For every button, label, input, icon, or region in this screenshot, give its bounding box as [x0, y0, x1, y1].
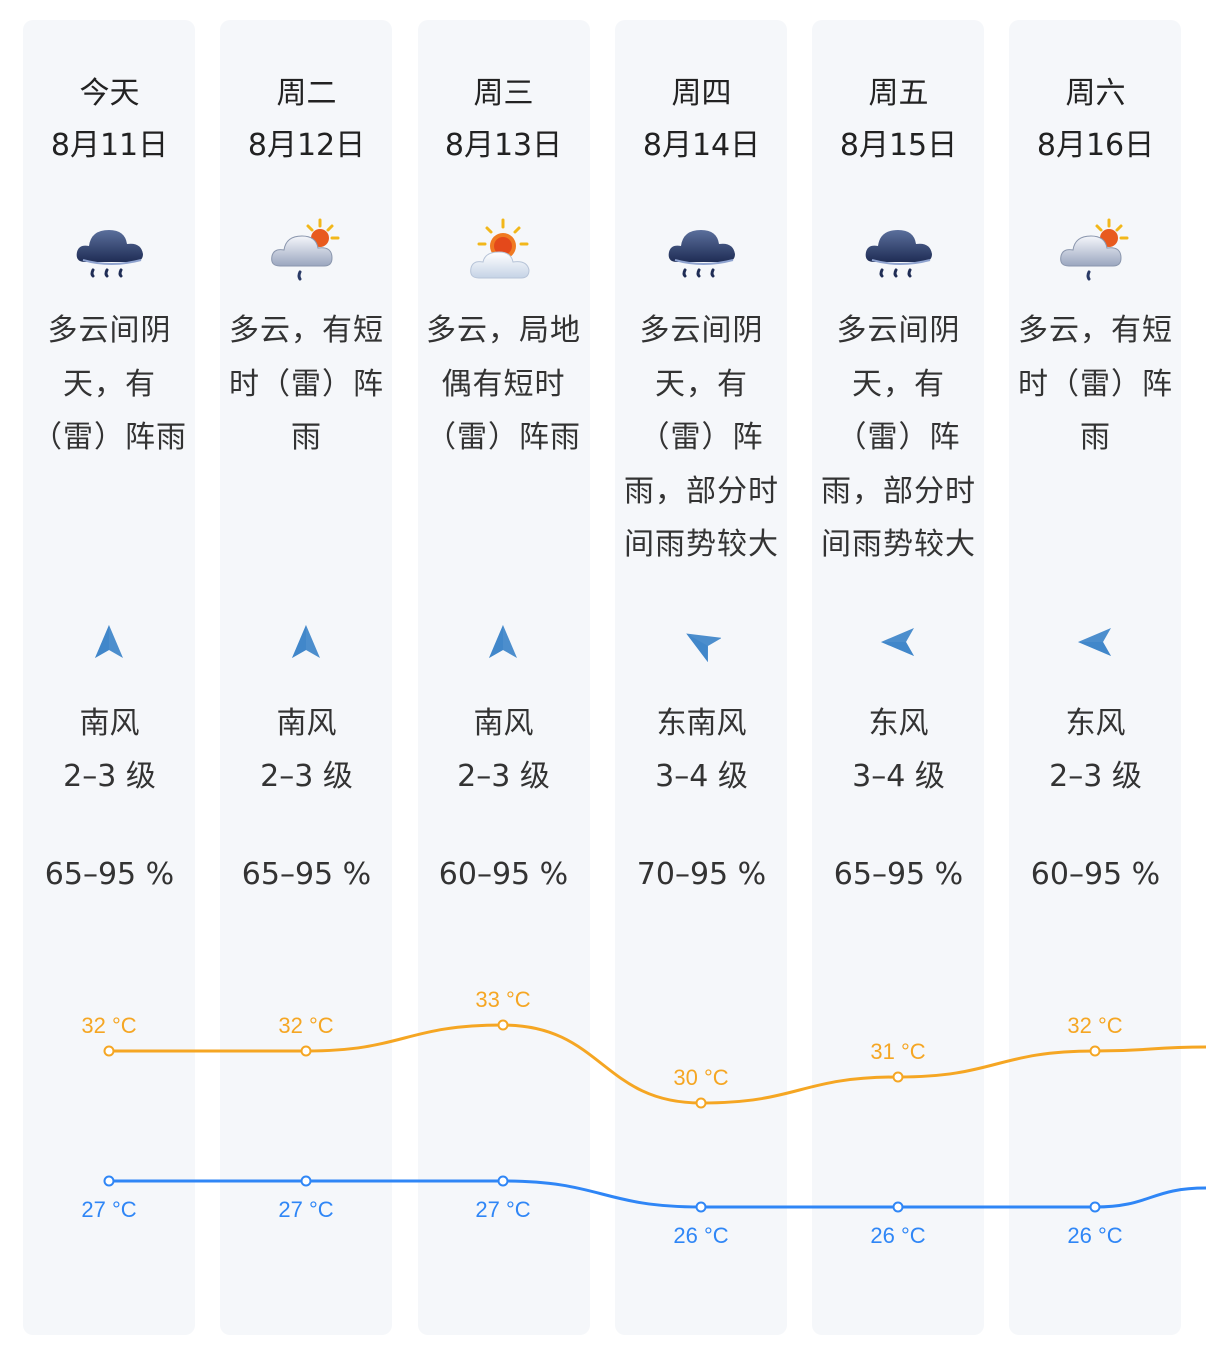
humidity: 65–95 %: [44, 857, 175, 892]
low-temp-point: [103, 1175, 115, 1187]
high-temp-label: 33 °C: [475, 987, 530, 1012]
low-temp-point: [695, 1201, 707, 1213]
weather-description-text: 多云，有短时（雷）阵雨: [1018, 313, 1173, 455]
low-temp-line: [109, 1179, 1206, 1209]
weather-description: 多云，有短时（雷）阵雨: [997, 304, 1194, 465]
high-temp-point: [1089, 1045, 1101, 1057]
day-header: 周四 8月14日: [603, 68, 800, 172]
wind-info: 东风 2–3 级: [997, 697, 1194, 803]
heavy-cloud-rain-icon: [860, 218, 936, 288]
low-temp-label: 26 °C: [673, 1223, 728, 1248]
weather-description: 多云，有短时（雷）阵雨: [208, 304, 405, 465]
weekday-label: 周四: [671, 76, 732, 111]
wind-level: 2–3 级: [1049, 759, 1142, 794]
weekday-label: 今天: [79, 76, 140, 111]
weather-description: 多云间阴天，有（雷）阵雨，部分时间雨势较大: [603, 304, 800, 572]
weather-description: 多云间阴天，有（雷）阵雨，部分时间雨势较大: [800, 304, 997, 572]
low-temp-label: 27 °C: [475, 1197, 530, 1222]
high-temp-point: [300, 1045, 312, 1057]
date-label: 8月14日: [642, 128, 761, 163]
wind-info: 南风 2–3 级: [208, 697, 405, 803]
low-temp-label: 26 °C: [870, 1223, 925, 1248]
wind-level: 2–3 级: [260, 759, 353, 794]
weather-description: 多云，局地偶有短时（雷）阵雨: [405, 304, 602, 465]
low-temp-point: [892, 1201, 904, 1213]
wind-direction: 东风: [1065, 706, 1126, 741]
humidity: 65–95 %: [241, 857, 372, 892]
low-temp-point: [1089, 1201, 1101, 1213]
high-temp-label: 30 °C: [673, 1065, 728, 1090]
heavy-cloud-rain-icon: [663, 218, 739, 288]
weather-description-text: 多云间阴天，有（雷）阵雨，部分时间雨势较大: [624, 313, 779, 562]
date-label: 8月15日: [839, 128, 958, 163]
date-label: 8月16日: [1036, 128, 1155, 163]
high-temp-line: [108, 1023, 1206, 1105]
wind-info: 东风 3–4 级: [800, 697, 997, 803]
high-temp-label: 31 °C: [870, 1039, 925, 1064]
day-header: 周五 8月15日: [800, 68, 997, 172]
high-temp-label: 32 °C: [81, 1013, 136, 1038]
weather-description-text: 多云，局地偶有短时（雷）阵雨: [426, 313, 581, 455]
low-temp-point: [300, 1175, 312, 1187]
sun-cloud-rain-icon: [268, 218, 344, 288]
high-temp-point: [103, 1045, 115, 1057]
heavy-cloud-rain-icon: [71, 218, 147, 288]
wind-direction: 南风: [79, 706, 140, 741]
wind-level: 2–3 级: [63, 759, 156, 794]
low-temp-label: 27 °C: [81, 1197, 136, 1222]
weekday-label: 周五: [868, 76, 929, 111]
wind-info: 南风 2–3 级: [405, 697, 602, 803]
wind-level: 3–4 级: [852, 759, 945, 794]
date-label: 8月13日: [444, 128, 563, 163]
weather-description-text: 多云间阴天，有（雷）阵雨，部分时间雨势较大: [821, 313, 976, 562]
weekday-label: 周六: [1065, 76, 1126, 111]
humidity: 65–95 %: [833, 857, 964, 892]
high-temp-label: 32 °C: [1067, 1013, 1122, 1038]
wind-direction-arrow-up-icon: [286, 622, 326, 662]
wind-info: 东南风 3–4 级: [603, 697, 800, 803]
wind-level: 2–3 级: [457, 759, 550, 794]
humidity: 70–95 %: [636, 857, 767, 892]
weekday-label: 周三: [473, 76, 534, 111]
wind-direction: 南风: [473, 706, 534, 741]
wind-direction-arrow-left-icon: [878, 622, 918, 662]
humidity: 60–95 %: [438, 857, 569, 892]
low-temp-label: 27 °C: [278, 1197, 333, 1222]
high-temp-label: 32 °C: [278, 1013, 333, 1038]
day-header: 周三 8月13日: [405, 68, 602, 172]
date-label: 8月12日: [247, 128, 366, 163]
weekday-label: 周二: [276, 76, 337, 111]
sun-cloud-rain-icon: [1057, 218, 1133, 288]
high-temp-point: [892, 1071, 904, 1083]
humidity: 60–95 %: [1030, 857, 1161, 892]
date-label: 8月11日: [50, 128, 169, 163]
day-header: 周六 8月16日: [997, 68, 1194, 172]
wind-level: 3–4 级: [655, 759, 748, 794]
low-temp-label: 26 °C: [1067, 1223, 1122, 1248]
wind-direction-arrow-up-left-icon: [681, 622, 721, 662]
day-header: 周二 8月12日: [208, 68, 405, 172]
wind-direction-arrow-up-icon: [89, 622, 129, 662]
wind-direction: 东南风: [656, 706, 747, 741]
wind-direction-arrow-left-icon: [1075, 622, 1115, 662]
weather-description-text: 多云间阴天，有（雷）阵雨: [32, 313, 187, 455]
high-temp-point: [695, 1097, 707, 1109]
high-temp-point: [497, 1019, 509, 1031]
day-header: 今天 8月11日: [11, 68, 208, 172]
wind-direction-arrow-up-icon: [483, 622, 523, 662]
low-temp-point: [497, 1175, 509, 1187]
weather-description-text: 多云，有短时（雷）阵雨: [229, 313, 384, 455]
wind-direction: 南风: [276, 706, 337, 741]
weather-description: 多云间阴天，有（雷）阵雨: [11, 304, 208, 465]
sun-cloud-icon: [465, 218, 541, 288]
wind-info: 南风 2–3 级: [11, 697, 208, 803]
wind-direction: 东风: [868, 706, 929, 741]
